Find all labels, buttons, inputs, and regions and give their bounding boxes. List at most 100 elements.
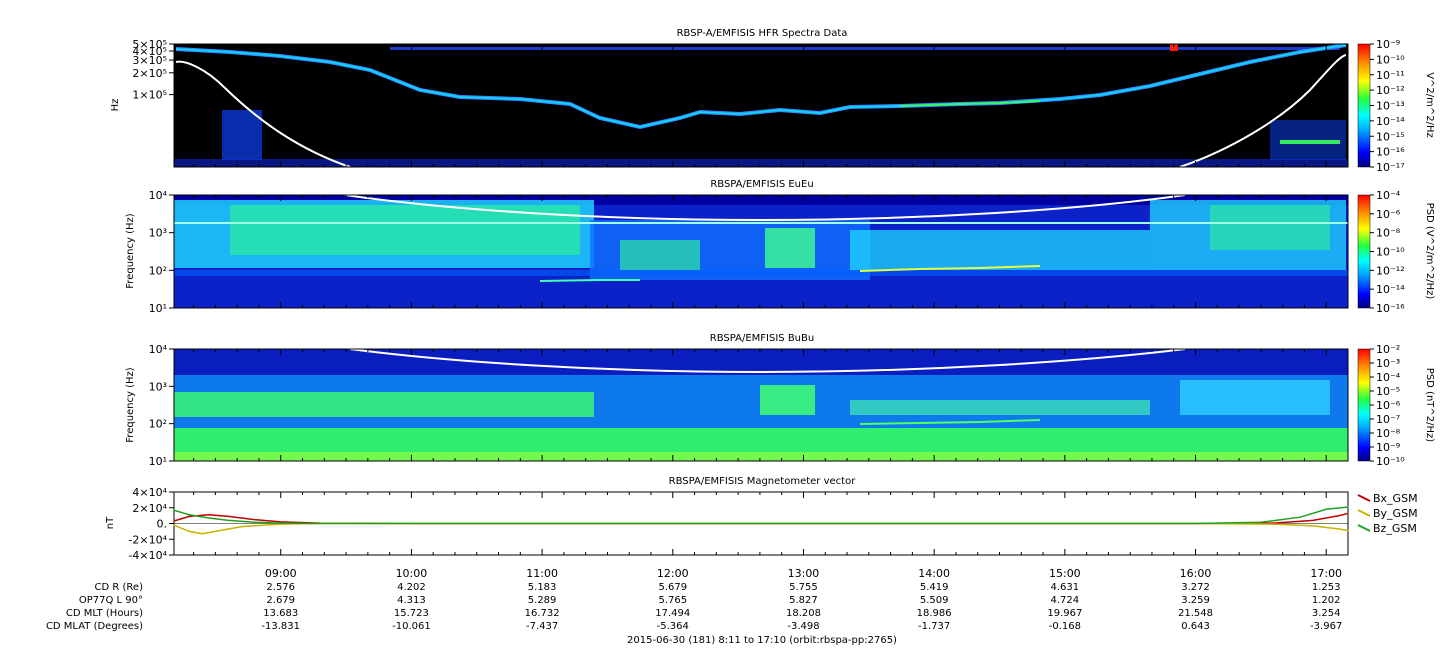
cbtick-label: 10⁻⁶ xyxy=(1376,399,1401,412)
ephem-value: 4.724 xyxy=(1051,595,1080,606)
ephem-value: 3.259 xyxy=(1181,595,1210,606)
ephem-value: 5.419 xyxy=(920,582,949,593)
hfr-cb-label: V^2/m^2/Hz xyxy=(1424,72,1435,138)
legend-label: By_GSM xyxy=(1373,507,1418,520)
ephem-value: 0.643 xyxy=(1181,621,1210,632)
cbtick-label: 10⁻¹⁰ xyxy=(1376,455,1405,468)
cbtick-label: 10⁻⁴ xyxy=(1376,189,1401,202)
legend-swatch xyxy=(1357,524,1371,532)
mag-ylabel: nT xyxy=(105,516,116,529)
ephem-row-label: OP77Q L 90° xyxy=(79,595,143,606)
cbtick-label: 10⁻⁸ xyxy=(1376,427,1401,440)
bubu-ylabel: Frequency (Hz) xyxy=(125,367,136,443)
hfr-top-line xyxy=(390,47,1340,50)
ephem-value: 18.986 xyxy=(917,608,952,619)
ephem-value: 15.723 xyxy=(394,608,429,619)
eueu-colorbar xyxy=(1357,194,1371,309)
ephem-value: -7.437 xyxy=(526,621,558,632)
hfr-red-patch xyxy=(1170,44,1178,51)
panel-mag: RBSPA/EMFISIS Magnetometer vector nT 4×1… xyxy=(105,476,1418,562)
cbtick-label: 10⁻⁴ xyxy=(1376,371,1401,384)
cbtick-label: 10⁻¹² xyxy=(1376,264,1405,277)
cbtick-label: 10⁻¹¹ xyxy=(1376,69,1405,82)
hfr-colorbar xyxy=(1357,43,1371,168)
cbtick-label: 10⁻¹⁷ xyxy=(1376,161,1405,174)
bubu-title: RBSPA/EMFISIS BuBu xyxy=(710,333,814,344)
eueu-cb-label: PSD (V^2/m^2/Hz) xyxy=(1424,203,1435,300)
mag-ytick-label: 0. xyxy=(157,518,168,531)
hfr-right-green xyxy=(1280,140,1340,144)
footer: 2015-06-30 (181) 8:11 to 17:10 (orbit:rb… xyxy=(627,635,897,646)
ephem-value: 16.732 xyxy=(525,608,560,619)
cbtick-label: 10⁻¹² xyxy=(1376,84,1405,97)
ytick-label: 10⁴ xyxy=(149,189,168,202)
ytick-label: 10³ xyxy=(149,380,167,393)
ephem-value: -13.831 xyxy=(261,621,300,632)
time-label: 17:00 xyxy=(1310,567,1342,580)
ephem-value: 4.202 xyxy=(397,582,426,593)
eueu-gyro-curve xyxy=(344,194,1186,222)
panel-hfr: RBSP-A/EMFISIS HFR Spectra Data Hz 5×10⁵… xyxy=(110,28,1435,174)
hfr-low-band xyxy=(174,159,1348,167)
ytick-label: 3×10⁵ xyxy=(132,54,167,67)
mag-ytick-label: -2×10⁴ xyxy=(128,533,167,546)
ephem-row-label: CD MLT (Hours) xyxy=(66,608,143,619)
ephem-value: 5.183 xyxy=(528,582,557,593)
ephem-value: 4.313 xyxy=(397,595,426,606)
time-label: 12:00 xyxy=(657,567,689,580)
cbtick-label: 10⁻³ xyxy=(1376,357,1400,370)
cbtick-label: 10⁻⁵ xyxy=(1376,385,1400,398)
cbtick-label: 10⁻¹⁴ xyxy=(1376,115,1405,128)
ytick-label: 5×10⁵ xyxy=(132,38,167,51)
cbtick-label: 10⁻¹⁶ xyxy=(1376,146,1405,159)
ephem-value: -3.967 xyxy=(1310,621,1342,632)
cbtick-label: 10⁻¹⁵ xyxy=(1376,130,1405,143)
cbtick-label: 10⁻⁷ xyxy=(1376,413,1400,426)
bubu-cb-label: PSD (nT^2/Hz) xyxy=(1424,368,1435,442)
series-line-Bz_GSM xyxy=(173,506,1349,525)
panel-bubu: RBSPA/EMFISIS BuBu Frequency (Hz) 10⁴ 10³… xyxy=(125,333,1435,468)
ephem-value: 5.679 xyxy=(658,582,687,593)
cbtick-label: 10⁻⁹ xyxy=(1376,38,1400,51)
legend-label: Bz_GSM xyxy=(1373,522,1417,535)
time-label: 14:00 xyxy=(918,567,950,580)
ephem-value: -5.364 xyxy=(657,621,689,632)
time-label: 16:00 xyxy=(1180,567,1212,580)
cbtick-label: 10⁻¹⁰ xyxy=(1376,53,1405,66)
ytick-label: 10² xyxy=(149,418,167,431)
ytick-label: 10² xyxy=(149,264,167,277)
ytick-label: 1×10⁵ xyxy=(132,89,167,102)
hfr-density-core xyxy=(175,44,1347,128)
ephem-value: 5.827 xyxy=(789,595,818,606)
ytick-label: 10¹ xyxy=(149,302,167,315)
ytick-label: 4×10⁵ xyxy=(132,45,167,58)
ephem-value: 5.755 xyxy=(789,582,818,593)
cbtick-label: 10⁻⁸ xyxy=(1376,227,1401,240)
mag-ytick-label: 2×10⁴ xyxy=(132,502,167,515)
ephem-value: 2.576 xyxy=(266,582,295,593)
hfr-bright-segment xyxy=(899,100,1041,107)
mag-ytick-label: 4×10⁴ xyxy=(132,486,167,499)
ephem-value: 4.631 xyxy=(1051,582,1080,593)
ytick-label: 10¹ xyxy=(149,455,167,468)
ephem-value: -10.061 xyxy=(392,621,431,632)
legend-swatch xyxy=(1357,509,1371,517)
ephem-value: 3.272 xyxy=(1181,582,1210,593)
bubu-colorbar xyxy=(1357,348,1371,462)
cbtick-label: 10⁻¹³ xyxy=(1376,100,1405,113)
ephem-value: 3.254 xyxy=(1312,608,1341,619)
cbtick-label: 10⁻¹⁰ xyxy=(1376,246,1405,259)
ephem-value: 1.202 xyxy=(1312,595,1341,606)
ephem-row-label: CD MLAT (Degrees) xyxy=(46,621,143,632)
time-label: 11:00 xyxy=(526,567,558,580)
ephem-value: 21.548 xyxy=(1178,608,1213,619)
cbtick-label: 10⁻⁶ xyxy=(1376,208,1401,221)
hfr-left-burst xyxy=(222,110,262,160)
ephem-value: -3.498 xyxy=(787,621,819,632)
time-label: 13:00 xyxy=(788,567,820,580)
ephem-value: 18.208 xyxy=(786,608,821,619)
hfr-gyro-curve xyxy=(175,54,1347,168)
legend-label: Bx_GSM xyxy=(1373,492,1418,505)
ytick-label: 10³ xyxy=(149,227,167,240)
